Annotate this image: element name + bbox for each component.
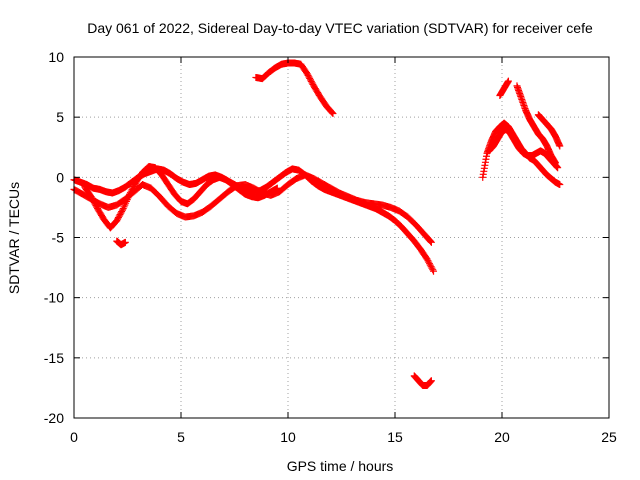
data-point bbox=[304, 71, 312, 79]
y-tick-label: -15 bbox=[44, 350, 64, 366]
data-point bbox=[128, 186, 136, 194]
data-point bbox=[426, 261, 434, 269]
chart-title: Day 061 of 2022, Sidereal Day-to-day VTE… bbox=[87, 20, 593, 36]
data-point bbox=[92, 202, 100, 210]
data-point bbox=[114, 215, 122, 223]
x-tick-label: 20 bbox=[494, 429, 510, 445]
data-point bbox=[305, 73, 313, 81]
data-point bbox=[504, 77, 512, 85]
data-point bbox=[306, 76, 314, 84]
data-point bbox=[428, 264, 436, 272]
data-point bbox=[424, 257, 432, 265]
series-arc-4 bbox=[113, 237, 129, 249]
data-point bbox=[430, 267, 438, 275]
data-point bbox=[425, 258, 433, 266]
series-arc-2 bbox=[70, 171, 435, 246]
data-point bbox=[552, 159, 559, 167]
data-point bbox=[87, 193, 95, 201]
data-point bbox=[427, 263, 435, 271]
data-point bbox=[303, 70, 311, 78]
data-point bbox=[308, 79, 316, 87]
x-tick-label: 0 bbox=[70, 429, 78, 445]
data-point bbox=[556, 181, 564, 189]
data-point bbox=[554, 164, 562, 172]
data-point bbox=[556, 142, 564, 150]
x-axis-label: GPS time / hours bbox=[287, 458, 394, 474]
data-point bbox=[129, 184, 137, 192]
series-arc-7 bbox=[479, 119, 564, 189]
series-arc-6 bbox=[410, 372, 435, 390]
data-point bbox=[427, 377, 435, 385]
series-arc-11 bbox=[534, 111, 564, 150]
x-tick-labels: 0 5 10 15 20 25 bbox=[70, 429, 617, 445]
data-point bbox=[115, 212, 123, 220]
data-point bbox=[116, 211, 124, 219]
data-point bbox=[114, 214, 122, 222]
data-point bbox=[273, 184, 281, 192]
y-tick-label: 10 bbox=[48, 49, 64, 65]
data-point bbox=[130, 183, 138, 191]
data-point bbox=[118, 208, 126, 216]
data-point bbox=[121, 238, 129, 246]
y-tick-labels: -20 -15 -10 -5 0 5 10 bbox=[44, 49, 64, 426]
tick-marks bbox=[73, 56, 610, 419]
data-point bbox=[88, 194, 96, 202]
data-point bbox=[329, 110, 337, 118]
data-point bbox=[130, 181, 138, 189]
x-tick-label: 10 bbox=[280, 429, 296, 445]
series-arc-9 bbox=[496, 77, 512, 100]
data-point bbox=[118, 206, 126, 214]
y-tick-label: -5 bbox=[52, 230, 65, 246]
x-tick-label: 15 bbox=[387, 429, 403, 445]
y-axis-label: SDTVAR / TECUs bbox=[6, 182, 22, 294]
data-point bbox=[426, 260, 434, 268]
y-tick-label: -10 bbox=[44, 290, 64, 306]
grid-lines bbox=[74, 57, 609, 418]
series-arc-10 bbox=[513, 82, 559, 167]
data-point bbox=[90, 199, 98, 207]
data-point bbox=[423, 255, 431, 263]
data-point bbox=[126, 190, 134, 198]
data-point bbox=[427, 238, 435, 246]
data-point bbox=[429, 266, 437, 274]
x-tick-label: 5 bbox=[177, 429, 185, 445]
x-tick-label: 25 bbox=[601, 429, 617, 445]
series-arc-5 bbox=[252, 59, 337, 118]
data-point bbox=[91, 200, 99, 208]
data-point bbox=[306, 74, 314, 82]
data-point bbox=[127, 187, 135, 195]
y-tick-label: -20 bbox=[44, 410, 64, 426]
data-point bbox=[126, 189, 134, 197]
y-tick-label: 0 bbox=[56, 169, 64, 185]
data-point bbox=[117, 209, 125, 217]
y-tick-label: 5 bbox=[56, 109, 64, 125]
data-point bbox=[113, 217, 121, 225]
data-point bbox=[89, 196, 97, 204]
data-point bbox=[307, 77, 315, 85]
data-point bbox=[427, 237, 435, 245]
data-point bbox=[328, 109, 336, 117]
data-point bbox=[90, 197, 98, 205]
data-series bbox=[70, 59, 564, 390]
series-arc-3 bbox=[81, 163, 281, 232]
